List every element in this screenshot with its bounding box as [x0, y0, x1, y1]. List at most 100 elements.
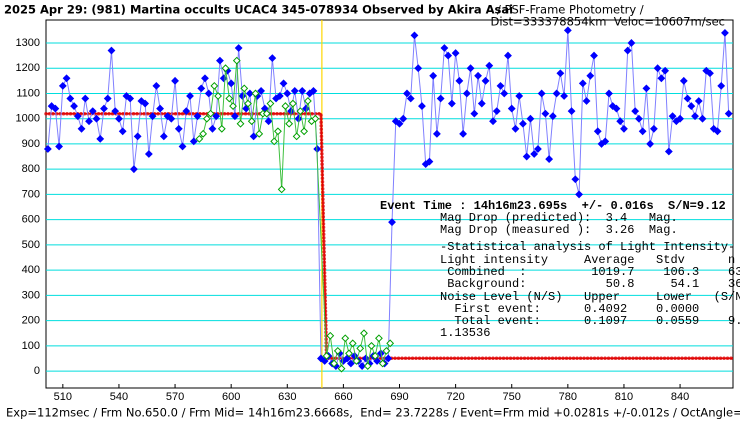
data-point	[537, 89, 546, 98]
data-point	[337, 364, 346, 373]
data-point	[182, 107, 191, 116]
data-point	[274, 127, 282, 136]
data-point	[231, 112, 239, 121]
data-point	[70, 102, 78, 110]
data-point	[281, 102, 290, 110]
data-point	[58, 81, 67, 90]
data-point	[444, 51, 453, 60]
data-point	[560, 92, 569, 100]
data-point	[548, 112, 557, 121]
data-point	[156, 104, 165, 113]
x-tick-label: 720	[446, 391, 464, 403]
data-point	[100, 104, 108, 113]
data-point	[290, 87, 299, 95]
data-point	[519, 119, 527, 128]
data-point	[219, 74, 228, 83]
data-point	[371, 352, 380, 360]
data-point	[189, 137, 198, 146]
data-point	[130, 165, 138, 174]
data-point	[92, 114, 101, 123]
data-point	[204, 89, 213, 98]
chart-title: 2025 Apr 29: (981) Martina occults UCAC4…	[4, 3, 513, 17]
data-point	[300, 127, 309, 136]
data-point	[199, 129, 208, 138]
data-point	[425, 157, 434, 166]
data-point	[706, 69, 714, 78]
y-tick-label: 500	[22, 239, 40, 251]
data-point	[345, 349, 353, 358]
data-point	[283, 89, 292, 98]
data-point	[268, 54, 277, 63]
data-point	[236, 119, 245, 128]
data-point	[541, 109, 550, 118]
data-point	[649, 124, 658, 133]
data-point	[653, 64, 662, 73]
data-point	[309, 87, 318, 95]
data-point	[511, 124, 520, 133]
data-point	[507, 104, 516, 113]
data-point	[360, 329, 368, 338]
data-point	[470, 109, 479, 118]
data-point	[171, 76, 179, 85]
data-point	[352, 357, 361, 365]
data-point	[616, 117, 625, 126]
data-point	[530, 150, 539, 158]
data-point	[635, 114, 643, 123]
data-point	[687, 102, 696, 110]
data-point	[433, 129, 441, 138]
annotation: Noise Level (N/S) Upper Lower (S/N)	[440, 290, 740, 304]
y-tick-label: 1000	[16, 113, 40, 125]
data-point	[144, 150, 153, 158]
fit-markers	[44, 111, 735, 361]
data-point	[418, 102, 426, 110]
data-point	[212, 112, 221, 121]
data-point	[225, 94, 234, 103]
data-point	[578, 79, 587, 88]
data-point	[66, 94, 75, 103]
annotation: Mag Drop (measured ): 3.26 Mag.	[440, 223, 678, 237]
data-point	[571, 175, 580, 184]
data-point	[363, 362, 372, 370]
data-point	[459, 129, 468, 138]
data-point	[178, 142, 187, 151]
data-point	[399, 114, 408, 123]
data-point	[275, 92, 284, 100]
data-point	[47, 102, 56, 110]
data-point	[526, 114, 535, 123]
data-point	[367, 341, 376, 350]
data-point	[111, 107, 120, 116]
data-point	[141, 99, 150, 108]
data-point	[620, 124, 628, 133]
data-point	[627, 39, 636, 47]
data-point	[73, 112, 82, 121]
y-tick-label: 1200	[16, 62, 40, 74]
annotation: -Statistical analysis of Light Intensity…	[440, 240, 735, 254]
data-point	[197, 84, 206, 93]
data-point	[515, 92, 524, 100]
data-point	[713, 127, 722, 136]
data-point	[466, 64, 475, 73]
footer: Exp=112msec / Frm No.650.0 / Frm Mid= 14…	[6, 406, 740, 420]
data-point	[556, 69, 565, 78]
data-point	[232, 56, 241, 65]
data-point	[186, 92, 194, 100]
x-tick-label: 600	[222, 391, 240, 403]
x-tick-label: 690	[390, 391, 408, 403]
x-tick-label: 750	[503, 391, 521, 403]
y-tick-label: 800	[22, 163, 40, 175]
data-point	[447, 99, 456, 108]
chart-subtitle: / PSF-Frame Photometry /	[497, 3, 644, 17]
data-point	[292, 132, 301, 141]
data-point	[133, 132, 142, 141]
data-point	[81, 94, 90, 103]
data-point	[296, 107, 305, 116]
data-point	[563, 26, 572, 35]
data-point	[247, 117, 256, 126]
data-point	[159, 132, 168, 141]
x-tick-label: 660	[334, 391, 352, 403]
data-point	[201, 74, 209, 83]
chart-subtitle: Dist=333378854km Veloc=10607m/sec	[491, 15, 726, 29]
data-point	[288, 99, 297, 108]
data-point	[378, 359, 387, 368]
